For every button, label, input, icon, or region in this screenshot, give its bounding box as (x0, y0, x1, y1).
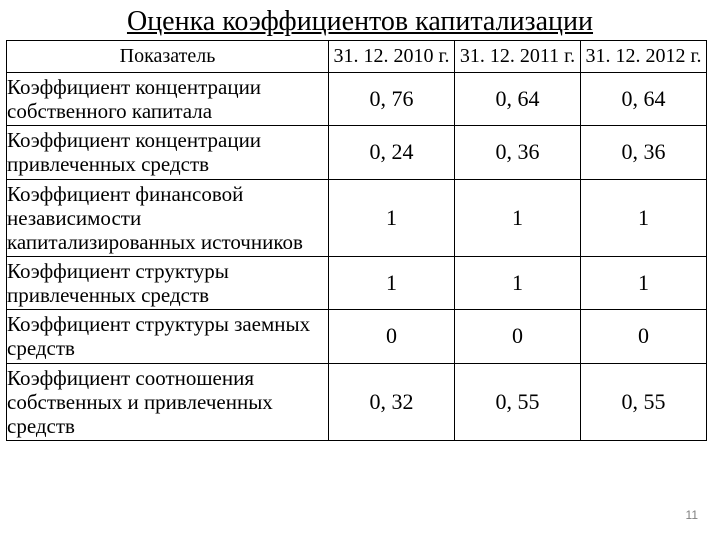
row-val: 0 (455, 310, 581, 363)
table-row: Коэффициент финансовой независимости кап… (7, 179, 707, 256)
row-val: 0, 24 (329, 126, 455, 179)
row-val: 0, 64 (455, 73, 581, 126)
row-val: 1 (581, 179, 707, 256)
table-row: Коэффициент концентрации собственного ка… (7, 73, 707, 126)
slide: Оценка коэффициентов капитализации Показ… (0, 0, 720, 540)
page-number: 11 (686, 508, 698, 522)
col-header-2010: 31. 12. 2010 г. (329, 41, 455, 73)
table-row: Коэффициент концентрации привлеченных ср… (7, 126, 707, 179)
row-val: 0, 36 (581, 126, 707, 179)
col-header-2011: 31. 12. 2011 г. (455, 41, 581, 73)
row-val: 1 (455, 256, 581, 309)
row-val: 0, 32 (329, 363, 455, 440)
row-label: Коэффициент финансовой независимости кап… (7, 179, 329, 256)
row-label: Коэффициент концентрации собственного ка… (7, 73, 329, 126)
row-val: 1 (329, 256, 455, 309)
col-header-2012: 31. 12. 2012 г. (581, 41, 707, 73)
table-row: Коэффициент структуры заемных средств 0 … (7, 310, 707, 363)
row-val: 1 (581, 256, 707, 309)
col-header-indicator: Показатель (7, 41, 329, 73)
page-title: Оценка коэффициентов капитализации (0, 0, 720, 40)
table-row: Коэффициент структуры привлеченных средс… (7, 256, 707, 309)
row-val: 0 (581, 310, 707, 363)
row-val: 1 (329, 179, 455, 256)
row-val: 0 (329, 310, 455, 363)
table-header-row: Показатель 31. 12. 2010 г. 31. 12. 2011 … (7, 41, 707, 73)
row-val: 0, 64 (581, 73, 707, 126)
table-row: Коэффициент соотношения собственных и пр… (7, 363, 707, 440)
capitalization-table: Показатель 31. 12. 2010 г. 31. 12. 2011 … (6, 40, 707, 441)
row-label: Коэффициент структуры привлеченных средс… (7, 256, 329, 309)
row-val: 0, 76 (329, 73, 455, 126)
row-val: 0, 36 (455, 126, 581, 179)
row-label: Коэффициент соотношения собственных и пр… (7, 363, 329, 440)
row-val: 0, 55 (581, 363, 707, 440)
row-label: Коэффициент структуры заемных средств (7, 310, 329, 363)
row-val: 0, 55 (455, 363, 581, 440)
row-val: 1 (455, 179, 581, 256)
row-label: Коэффициент концентрации привлеченных ср… (7, 126, 329, 179)
